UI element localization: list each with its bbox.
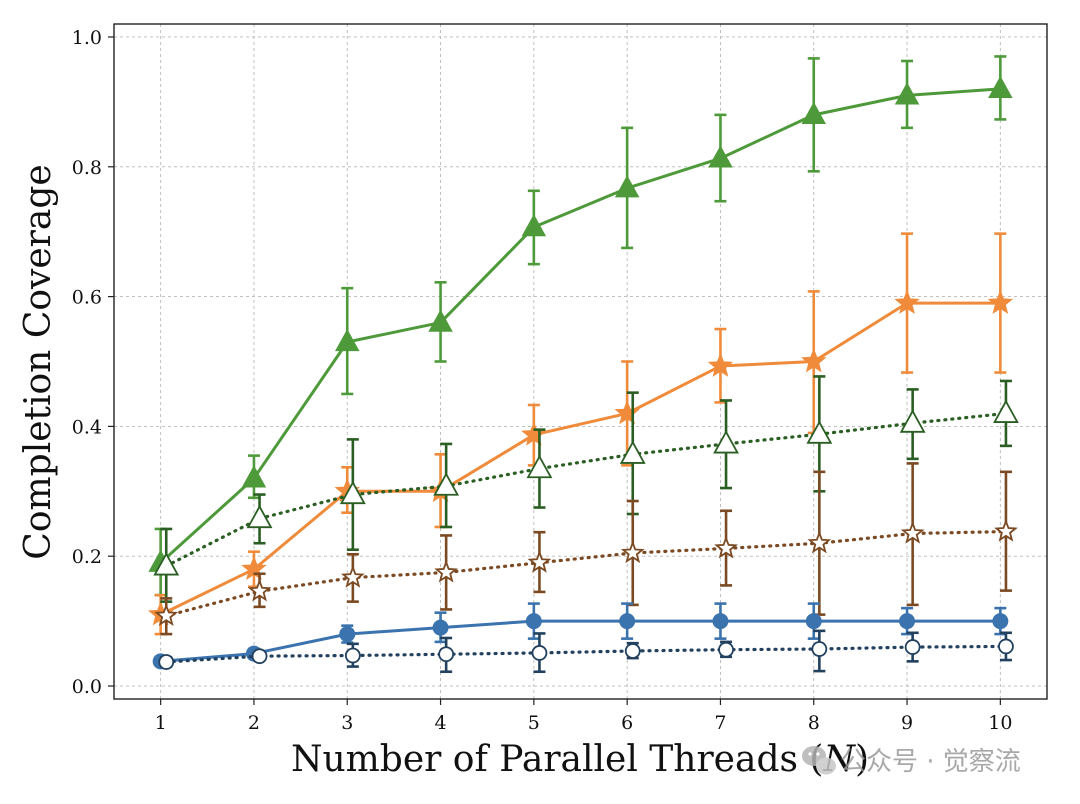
series-green-solid-triangle — [148, 55, 1013, 597]
data-point — [154, 603, 179, 627]
data-point — [894, 82, 920, 105]
data-point — [900, 521, 925, 544]
data-point — [531, 645, 548, 661]
data-point — [251, 648, 268, 665]
data-point — [619, 613, 636, 630]
y-tick-label: 0.8 — [72, 157, 102, 179]
y-tick-label: 0.6 — [72, 287, 102, 309]
data-point — [904, 639, 921, 655]
x-tick-label: 10 — [988, 712, 1012, 734]
wechat-icon — [802, 746, 836, 775]
data-point — [987, 289, 1014, 314]
data-point — [988, 75, 1013, 99]
x-axis-title-suffix: ) — [855, 739, 869, 780]
y-tick-label: 0.2 — [72, 546, 102, 568]
data-point — [806, 420, 833, 444]
data-point — [801, 101, 826, 125]
data-point — [247, 578, 272, 602]
data-point — [993, 399, 1019, 423]
plot-frame — [113, 23, 1048, 700]
x-tick-label: 6 — [621, 712, 633, 734]
data-point — [438, 646, 455, 663]
data-point — [801, 348, 827, 373]
data-point — [712, 613, 729, 630]
series-layer — [147, 55, 1019, 674]
data-point — [708, 145, 733, 168]
data-point — [433, 472, 460, 496]
watermark: 公众号 · 觉察流 — [802, 746, 1021, 777]
data-point — [998, 638, 1014, 655]
data-point — [521, 214, 547, 237]
data-point — [714, 535, 738, 559]
data-point — [899, 613, 916, 630]
data-point — [807, 530, 832, 554]
data-point — [718, 641, 734, 658]
data-point — [153, 552, 180, 576]
data-point — [620, 540, 645, 564]
data-point — [707, 352, 734, 377]
data-point — [434, 559, 459, 583]
series-orange-solid-star — [147, 232, 1014, 636]
data-point — [811, 641, 828, 657]
series-line — [159, 87, 1002, 565]
series-line — [164, 529, 1008, 618]
x-tick-label: 4 — [435, 712, 447, 734]
data-point — [432, 619, 449, 636]
series-line — [159, 301, 1002, 617]
data-point — [894, 289, 920, 314]
x-tick-label: 5 — [528, 712, 540, 734]
data-point — [614, 400, 640, 425]
data-point — [805, 613, 822, 630]
data-point — [339, 626, 356, 643]
series-line — [164, 644, 1008, 664]
data-point — [994, 519, 1018, 542]
series-darkgreen-dotted-triangle — [153, 375, 1019, 603]
y-axis-title: Completion Coverage — [18, 164, 59, 559]
x-tick-label: 9 — [901, 712, 913, 734]
y-tick-label: 0.0 — [72, 676, 102, 698]
data-point — [158, 654, 175, 670]
data-point — [526, 454, 553, 479]
data-point — [340, 565, 365, 588]
series-line — [164, 411, 1008, 568]
data-point — [428, 309, 453, 332]
y-tick-label: 0.4 — [72, 416, 102, 438]
series-brown-dotted-star — [154, 462, 1018, 636]
data-point — [339, 480, 366, 505]
data-point — [344, 647, 361, 664]
series-line — [159, 619, 1002, 663]
data-point — [899, 409, 926, 433]
watermark-text: 公众号 · 觉察流 — [840, 747, 1021, 777]
x-axis-title-prefix: Number of Parallel Threads ( — [291, 739, 823, 780]
x-tick-label: 7 — [714, 712, 726, 734]
data-point — [713, 430, 739, 454]
data-point — [241, 465, 267, 488]
data-point — [992, 613, 1009, 630]
axis-ticks: 1 2 3 4 5 6 7 8 9 10 0.0 0.2 0.4 0.6 0.8 1.0 — [72, 27, 1013, 734]
data-point — [525, 613, 542, 630]
data-point — [335, 328, 360, 352]
series-blue-solid-circle — [152, 602, 1009, 670]
data-point — [246, 504, 273, 529]
x-axis-title: Number of Parallel Threads (N) — [291, 739, 869, 780]
y-tick-label: 1.0 — [72, 27, 102, 49]
data-point — [619, 440, 646, 464]
series-navy-dotted-circle — [158, 629, 1014, 674]
x-tick-label: 3 — [341, 712, 353, 734]
data-point — [614, 175, 640, 198]
data-point — [521, 421, 547, 446]
x-tick-label: 1 — [155, 712, 167, 734]
x-tick-label: 2 — [248, 712, 260, 734]
x-tick-label: 8 — [808, 712, 820, 734]
data-point — [527, 550, 552, 573]
data-point — [624, 643, 641, 659]
